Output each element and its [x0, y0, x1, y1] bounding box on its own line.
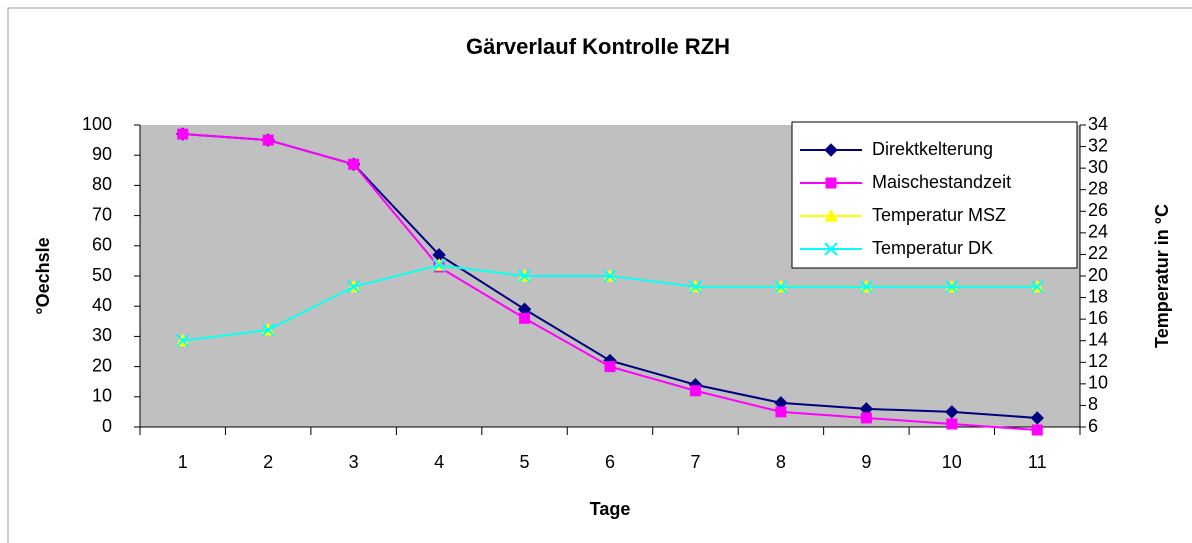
marker	[1031, 424, 1043, 436]
marker	[824, 208, 838, 222]
marker	[860, 412, 872, 424]
marker	[176, 334, 190, 348]
x-tick-label: 10	[942, 452, 962, 472]
y2-tick-label: 28	[1088, 178, 1108, 198]
y-tick-label: 90	[92, 144, 112, 164]
y2-tick-label: 12	[1088, 351, 1108, 371]
y2-tick-label: 34	[1088, 114, 1108, 134]
y2-tick-label: 24	[1088, 222, 1108, 242]
marker	[603, 269, 617, 283]
marker	[348, 158, 360, 170]
y2-tick-label: 10	[1088, 373, 1108, 393]
marker	[825, 177, 837, 189]
marker	[689, 385, 701, 397]
x-tick-label: 9	[861, 452, 871, 472]
x-tick-label: 1	[178, 452, 188, 472]
marker	[1030, 280, 1044, 294]
legend-label: Direktkelterung	[872, 139, 993, 159]
y2-tick-label: 20	[1088, 265, 1108, 285]
y-tick-label: 10	[92, 386, 112, 406]
y2-tick-label: 26	[1088, 200, 1108, 220]
y-tick-label: 80	[92, 174, 112, 194]
marker	[604, 361, 616, 373]
marker	[859, 280, 874, 294]
y2-axis-label: Temperatur in °C	[1152, 204, 1172, 348]
y2-tick-label: 18	[1088, 286, 1108, 306]
x-tick-label: 6	[605, 452, 615, 472]
x-tick-label: 7	[690, 452, 700, 472]
y2-tick-label: 14	[1088, 329, 1108, 349]
legend-label: Temperatur MSZ	[872, 205, 1006, 225]
marker	[824, 242, 838, 256]
marker	[775, 406, 787, 418]
y-tick-label: 70	[92, 204, 112, 224]
legend-label: Maischestandzeit	[872, 172, 1011, 192]
marker	[824, 143, 838, 157]
marker	[774, 280, 788, 294]
y2-tick-label: 6	[1088, 416, 1098, 436]
marker	[945, 405, 959, 419]
legend-box	[791, 121, 1078, 269]
y-tick-label: 20	[92, 355, 112, 375]
marker	[946, 418, 958, 430]
y2-tick-label: 32	[1088, 135, 1108, 155]
y-axis-label: °Oechsle	[33, 237, 53, 314]
y2-tick-label: 16	[1088, 308, 1108, 328]
y-tick-label: 50	[92, 265, 112, 285]
marker	[1030, 411, 1044, 425]
y2-tick-label: 30	[1088, 157, 1108, 177]
x-tick-label: 3	[349, 452, 359, 472]
marker	[177, 128, 189, 140]
legend-label: Temperatur DK	[872, 238, 993, 258]
marker	[688, 280, 703, 294]
x-tick-label: 8	[776, 452, 786, 472]
y-tick-label: 60	[92, 235, 112, 255]
x-tick-label: 5	[520, 452, 530, 472]
chart-title: Gärverlauf Kontrolle RZH	[466, 34, 730, 59]
x-tick-label: 2	[263, 452, 273, 472]
marker	[517, 269, 532, 283]
y2-tick-label: 22	[1088, 243, 1108, 263]
legend: Direktkelterung Maischestandzeit Temperatu…	[791, 121, 1078, 269]
marker	[519, 312, 531, 324]
y-tick-label: 0	[102, 416, 112, 436]
marker	[346, 280, 361, 294]
marker	[945, 280, 959, 294]
marker	[432, 258, 446, 272]
y2-tick-label: 8	[1088, 394, 1098, 414]
y-tick-label: 100	[82, 114, 112, 134]
y-tick-label: 40	[92, 295, 112, 315]
x-axis-label: Tage	[590, 499, 631, 519]
marker	[262, 134, 274, 146]
y-tick-label: 30	[92, 325, 112, 345]
x-tick-label: 11	[1028, 452, 1047, 472]
marker	[261, 323, 275, 337]
x-tick-label: 4	[434, 452, 444, 472]
